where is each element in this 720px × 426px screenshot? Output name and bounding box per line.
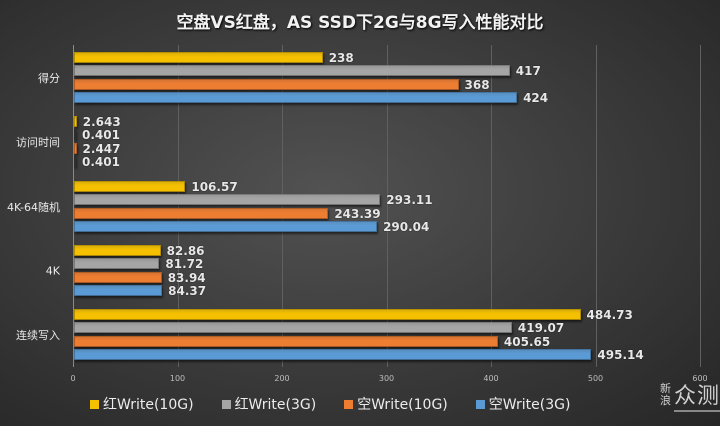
watermark-big: 众测	[674, 378, 720, 412]
data-label: 405.65	[503, 334, 551, 349]
legend-swatch-icon	[90, 399, 99, 409]
chart-title: 空盘VS红盘，AS SSD下2G与8G写入性能对比	[176, 13, 544, 33]
gridline	[387, 45, 388, 367]
data-label: 84.37	[168, 283, 207, 298]
bar	[74, 78, 459, 90]
bar	[74, 142, 77, 154]
data-label: 81.72	[165, 257, 204, 272]
x-tick-label: 600	[692, 374, 708, 383]
data-label: 419.07	[517, 321, 565, 336]
legend-label: 空Write(3G)	[488, 397, 571, 413]
gridline	[178, 45, 179, 367]
bar	[74, 245, 161, 256]
legend-swatch-icon	[221, 399, 231, 409]
y-axis-line	[73, 45, 74, 367]
category-label: 连续写入	[16, 328, 60, 342]
bar	[74, 309, 581, 320]
data-label: 0.401	[82, 128, 120, 143]
watermark: 新浪 众测	[660, 378, 720, 412]
legend-label: 红Write(3G)	[234, 397, 317, 413]
category-label: 4K	[45, 264, 60, 278]
x-tick-label: 300	[378, 374, 395, 383]
gridline	[491, 45, 492, 367]
legend-item: 空Write(10G)	[344, 394, 448, 414]
x-tick-label: 0	[70, 374, 76, 383]
category-label: 4K-64随机	[6, 200, 60, 214]
bar	[74, 194, 381, 206]
data-label: 484.73	[586, 308, 633, 322]
legend-swatch-icon	[344, 399, 354, 409]
x-tick-label: 200	[274, 374, 290, 383]
watermark-small: 新浪	[660, 382, 671, 407]
bar	[74, 271, 162, 283]
legend-label: 红Write(10G)	[103, 397, 194, 413]
bar	[74, 335, 498, 347]
data-label: 243.39	[334, 206, 381, 221]
bar	[74, 348, 592, 360]
data-label: 238	[328, 51, 354, 65]
x-tick-label: 400	[483, 374, 499, 383]
gridline	[700, 45, 701, 367]
bar	[74, 116, 77, 127]
data-label: 83.94	[167, 270, 206, 285]
bar	[74, 129, 76, 141]
bar	[74, 220, 378, 232]
data-label: 106.57	[191, 180, 238, 194]
legend-label: 空Write(10G)	[357, 397, 448, 413]
category-label: 访问时间	[16, 135, 60, 149]
gridline	[596, 45, 597, 367]
legend-item: 空Write(3G)	[475, 394, 571, 414]
bar	[74, 322, 512, 334]
data-label: 495.14	[597, 347, 644, 362]
bar	[74, 65, 510, 77]
bar	[74, 181, 186, 192]
bar	[74, 258, 160, 270]
x-tick-label: 100	[169, 374, 186, 383]
data-label: 290.04	[383, 219, 430, 234]
data-label: 2.643	[82, 115, 121, 129]
data-label: 82.86	[166, 244, 205, 258]
bar	[74, 284, 163, 296]
data-label: 417	[515, 64, 541, 79]
bar	[74, 91, 518, 103]
bar	[74, 52, 323, 63]
bar	[74, 155, 76, 167]
data-label: 2.447	[82, 141, 121, 156]
legend-swatch-icon	[475, 399, 485, 409]
legend-item: 红Write(3G)	[221, 394, 317, 414]
data-label: 368	[464, 77, 490, 92]
bar	[74, 207, 329, 219]
data-label: 293.11	[386, 193, 433, 208]
legend-item: 红Write(10G)	[90, 394, 194, 414]
data-label: 0.401	[82, 154, 120, 169]
category-label: 得分	[38, 71, 60, 85]
x-tick-label: 500	[587, 374, 604, 383]
legend: 红Write(10G) 红Write(3G) 空Write(10G) 空Write(3…	[90, 394, 570, 414]
data-label: 424	[523, 90, 549, 105]
gridline	[282, 45, 283, 367]
